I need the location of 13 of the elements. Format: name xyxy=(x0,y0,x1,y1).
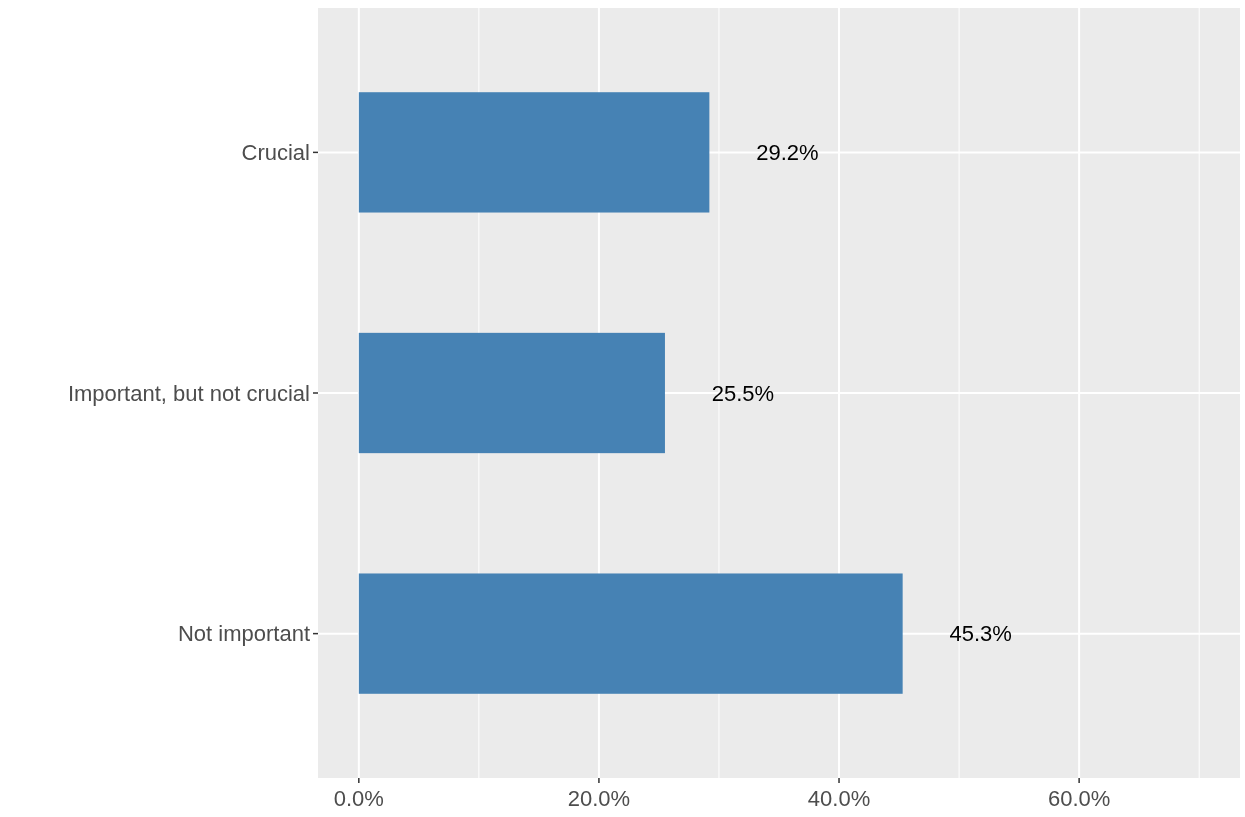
x-tick-label: 20.0% xyxy=(567,786,631,811)
data-label: 25.5% xyxy=(711,380,775,406)
x-tick-label: 0.0% xyxy=(333,786,384,811)
bar xyxy=(358,573,903,694)
x-tick-label: 60.0% xyxy=(1047,786,1111,811)
bar xyxy=(358,332,665,454)
bar xyxy=(358,92,710,213)
y-tick-label: Important, but not crucial xyxy=(67,380,310,406)
x-tick-label: 40.0% xyxy=(807,786,871,811)
data-label: 45.3% xyxy=(949,621,1012,647)
y-tick-label: Crucial xyxy=(241,140,310,166)
y-tick-label: Not important xyxy=(177,621,310,647)
data-label: 29.2% xyxy=(756,140,819,166)
